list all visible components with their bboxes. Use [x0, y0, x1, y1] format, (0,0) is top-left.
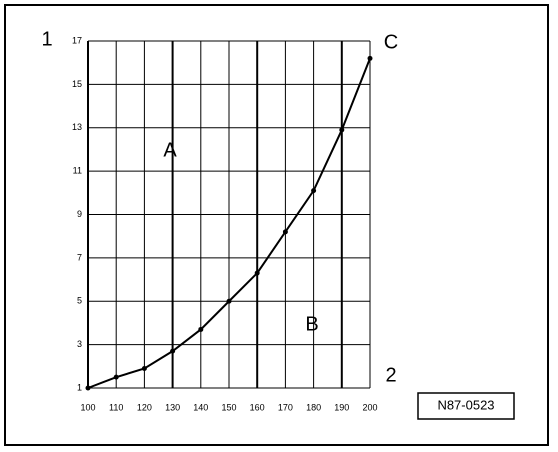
point	[254, 270, 260, 276]
point	[141, 365, 147, 371]
x-tick-label: 110	[109, 402, 123, 412]
point	[226, 298, 232, 304]
x-tick-label: 120	[137, 402, 152, 412]
annotation: A	[163, 139, 177, 161]
point	[282, 229, 288, 235]
x-tick-label: 180	[306, 402, 321, 412]
annotation: B	[305, 313, 318, 335]
y-tick-label: 13	[72, 122, 82, 132]
x-tick-label: 190	[334, 402, 349, 412]
annotation: 1	[41, 28, 52, 50]
point	[339, 127, 345, 133]
annotation: 2	[385, 364, 396, 386]
x-tick-label: 100	[80, 402, 95, 412]
point	[198, 326, 204, 332]
point	[85, 385, 91, 391]
frame	[4, 4, 549, 446]
y-tick-label: 7	[77, 252, 82, 262]
annotation: C	[384, 31, 398, 53]
point	[311, 188, 317, 194]
y-tick-label: 11	[73, 166, 82, 176]
y-tick-label: 17	[72, 35, 82, 45]
point	[367, 55, 373, 61]
y-tick-label: 5	[77, 296, 82, 306]
point	[113, 374, 119, 380]
annotation: N87-0523	[437, 397, 494, 412]
x-tick-label: 150	[221, 402, 236, 412]
point	[170, 348, 176, 354]
y-tick-label: 3	[77, 339, 82, 349]
y-tick-label: 15	[72, 79, 82, 89]
y-tick-label: 9	[77, 209, 82, 219]
x-tick-label: 200	[362, 402, 377, 412]
x-tick-label: 130	[165, 402, 180, 412]
y-tick-label: 1	[77, 382, 82, 392]
x-tick-label: 160	[250, 402, 265, 412]
x-tick-label: 140	[193, 402, 208, 412]
label-box	[417, 392, 515, 420]
x-tick-label: 170	[278, 402, 293, 412]
